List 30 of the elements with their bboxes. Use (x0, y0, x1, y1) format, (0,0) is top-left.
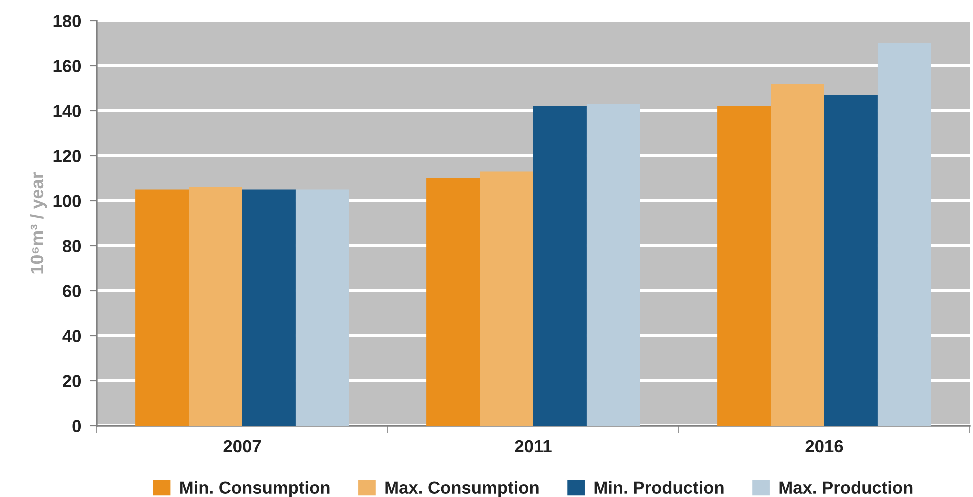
x-tick-label: 2011 (515, 440, 552, 453)
bar (534, 106, 587, 426)
y-tick-label: 120 (54, 150, 82, 162)
x-tick-label: 2007 (224, 440, 262, 453)
y-tick-label: 60 (63, 285, 82, 298)
bar (480, 172, 534, 426)
bar (878, 44, 932, 426)
bar (242, 190, 296, 426)
y-tick-label: 140 (54, 105, 82, 118)
bar (586, 104, 640, 426)
legend-label: Max. Consumption (386, 481, 539, 497)
bar (718, 106, 772, 426)
legend-label: Max. Production (780, 481, 913, 494)
y-tick-label: 160 (54, 60, 82, 72)
bar (771, 84, 824, 426)
bar (296, 190, 350, 426)
bar (136, 190, 190, 426)
y-tick-label: 40 (62, 330, 82, 342)
legend-label: Min. Production (594, 481, 724, 494)
bar (824, 95, 878, 426)
legend-label: Min. Consumption (180, 481, 330, 497)
y-tick-label: 100 (54, 195, 82, 208)
y-tick-label: 80 (62, 240, 82, 252)
y-tick-label: 0 (72, 420, 82, 432)
bar (189, 188, 242, 426)
y-tick-label: 20 (63, 375, 82, 388)
y-axis-title: 10⁶m³ / year (30, 172, 48, 274)
y-tick-label: 180 (54, 15, 82, 28)
x-tick-label: 2016 (806, 440, 844, 453)
bar (426, 178, 480, 426)
